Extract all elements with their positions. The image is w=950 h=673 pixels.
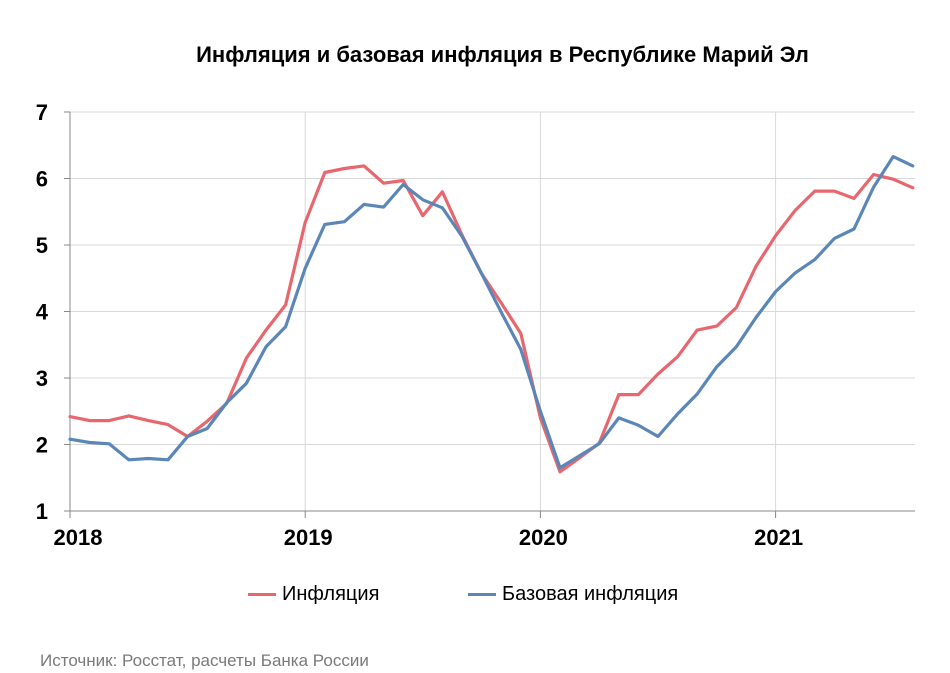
legend-swatch — [248, 593, 276, 596]
series-lines — [68, 155, 915, 474]
legend-label: Инфляция — [282, 583, 380, 605]
axes — [64, 111, 915, 518]
y-tick-label: 1 — [36, 499, 48, 524]
source-note: Источник: Росстат, расчеты Банка России — [40, 651, 369, 670]
legend-item-inflation: Инфляция — [248, 583, 379, 606]
legend-item-core-inflation: Базовая инфляция — [468, 583, 678, 606]
y-tick-label: 4 — [36, 300, 49, 325]
legend-swatch — [468, 593, 496, 596]
gridlines — [70, 111, 915, 511]
x-tick-labels: 2018 2019 2020 2021 — [54, 525, 804, 550]
y-tick-label: 3 — [36, 366, 48, 391]
x-tick-label: 2020 — [519, 525, 568, 550]
series-line-inflation — [68, 164, 915, 474]
chart-title: Инфляция и базовая инфляция в Республике… — [196, 42, 809, 67]
y-tick-labels: 1 2 3 4 5 6 7 — [36, 100, 49, 524]
x-tick-label: 2018 — [54, 525, 103, 550]
legend-label: Базовая инфляция — [502, 583, 679, 605]
y-tick-label: 6 — [36, 167, 48, 192]
series-line-core-inflation — [68, 155, 915, 470]
y-tick-label: 2 — [36, 433, 48, 458]
y-tick-label: 5 — [36, 233, 48, 258]
x-tick-label: 2021 — [754, 525, 803, 550]
y-tick-label: 7 — [36, 100, 48, 125]
x-tick-label: 2019 — [284, 525, 333, 550]
